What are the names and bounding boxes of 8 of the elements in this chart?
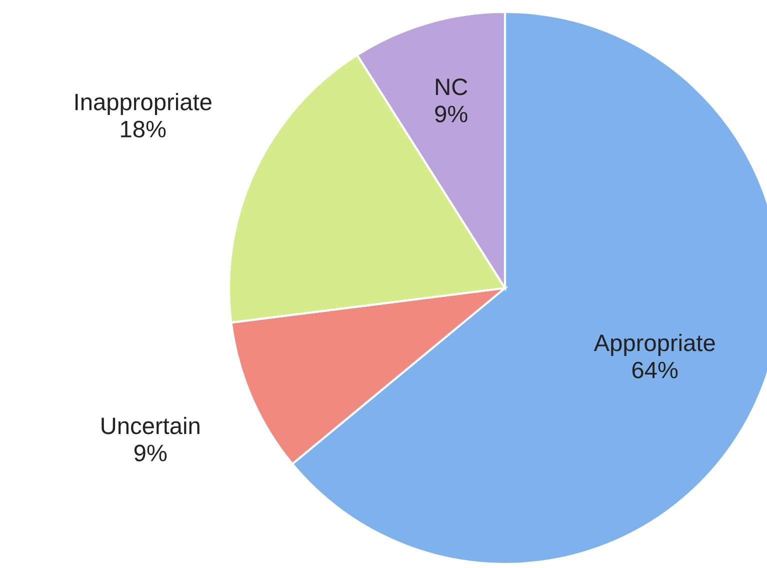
data-label: 18% <box>121 120 166 138</box>
data-label: 64% <box>632 362 678 378</box>
data-label: 9% <box>435 106 468 122</box>
slice-label: NC <box>436 78 468 96</box>
slice-label: Inappropriate <box>76 93 212 116</box>
slice-label: Uncertain <box>102 416 200 434</box>
data-label: 9% <box>134 444 167 462</box>
slice-label: Appropriate <box>594 334 715 356</box>
